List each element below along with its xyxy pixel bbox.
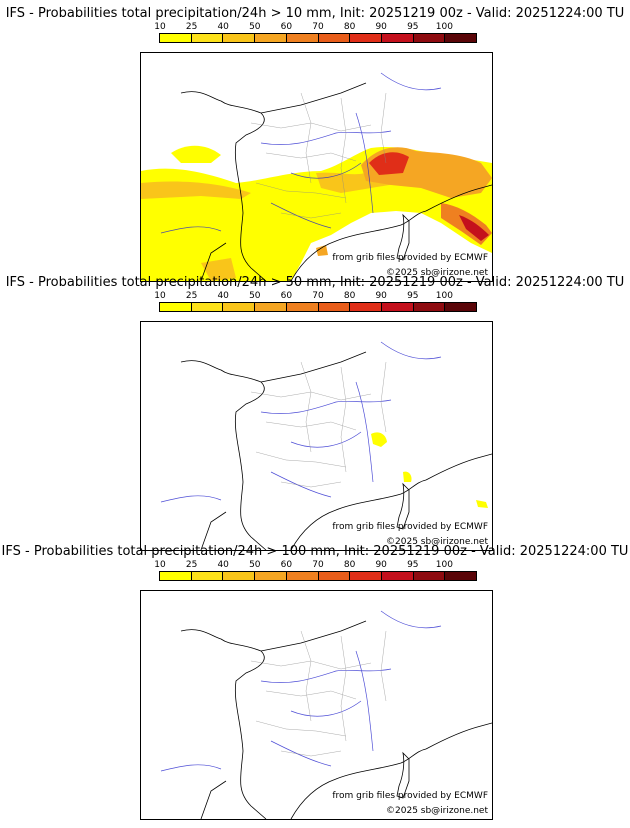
panel-title: IFS - Probabilities total precipitation/…: [5, 6, 625, 21]
colorbar-segment: [255, 572, 287, 580]
map-france: from grib files provided by ECMWF ©2025 …: [140, 321, 493, 551]
colorbar-segment: [286, 34, 319, 42]
source-credit: from grib files provided by ECMWF: [332, 791, 488, 801]
copyright: ©2025 sb@irizone.net: [386, 806, 488, 816]
colorbar-tick-label: 25: [185, 291, 198, 301]
colorbar-tick-label: 40: [217, 291, 229, 301]
colorbar-segment: [318, 303, 351, 311]
colorbar-tick-label: 70: [312, 22, 324, 32]
colorbar-segment: [445, 303, 477, 311]
colorbar-ticks: 10 25 40 50 60 70 80 90 95 100: [154, 560, 477, 570]
panel-title: IFS - Probabilities total precipitation/…: [1, 544, 629, 559]
colorbar-bar: [159, 571, 477, 581]
colorbar-tick-label: 50: [249, 560, 261, 570]
borders: [250, 361, 387, 488]
colorbar-segment: [191, 34, 224, 42]
copyright: ©2025 sb@irizone.net: [386, 268, 488, 278]
colorbar-segment: [286, 303, 319, 311]
colorbar-tick-label: 95: [407, 22, 419, 32]
colorbar-segment: [255, 34, 287, 42]
colorbar-segment: [191, 303, 224, 311]
map-france: from grib files provided by ECMWF ©2025 …: [140, 52, 493, 282]
colorbar-tick-label: 25: [185, 560, 198, 570]
colorbar-tick-label: 95: [407, 560, 419, 570]
rivers: [160, 72, 442, 234]
colorbar-tick-label: 60: [280, 560, 293, 570]
colorbar-tick-label: 80: [343, 22, 356, 32]
colorbar: 10 25 40 50 60 70 80 90 95 100: [154, 291, 477, 313]
precip-map: [160, 610, 492, 819]
colorbar-tick-label: 10: [154, 22, 166, 32]
colorbar-bar: [159, 33, 477, 43]
colorbar-segment: [255, 303, 287, 311]
colorbar-ticks: 10 25 40 50 60 70 80 90 95 100: [154, 22, 477, 32]
colorbar-tick-label: 95: [407, 291, 419, 301]
source-credit: from grib files provided by ECMWF: [332, 253, 488, 263]
copyright: ©2025 sb@irizone.net: [386, 537, 488, 547]
probability-shading: [141, 145, 492, 281]
colorbar-tick-label: 50: [249, 291, 261, 301]
panel-50mm: IFS - Probabilities total precipitation/…: [0, 275, 630, 551]
colorbar-tick-label: 90: [375, 291, 387, 301]
colorbar-bar: [159, 302, 477, 312]
borders: [250, 630, 387, 757]
panel-100mm: IFS - Probabilities total precipitation/…: [0, 544, 630, 820]
colorbar-tick-label: 80: [343, 560, 356, 570]
colorbar-tick-label: 60: [280, 22, 293, 32]
colorbar-tick-label: 90: [375, 560, 387, 570]
colorbar-segment: [318, 572, 351, 580]
colorbar-tick-label: 50: [249, 22, 261, 32]
colorbar-segment: [413, 303, 446, 311]
colorbar: 10 25 40 50 60 70 80 90 95 100: [154, 22, 477, 44]
colorbar-segment: [223, 34, 256, 42]
colorbar-tick-label: 80: [343, 291, 356, 301]
precip-map: [160, 341, 492, 550]
panel-title: IFS - Probabilities total precipitation/…: [5, 275, 625, 290]
colorbar-segment: [381, 303, 414, 311]
colorbar-segment: [191, 572, 224, 580]
colorbar-tick-label: 10: [154, 560, 166, 570]
colorbar-tick-label: 100: [435, 22, 453, 32]
colorbar-tick-label: 100: [435, 291, 453, 301]
colorbar-tick-label: 40: [217, 560, 229, 570]
precip-map: [141, 72, 492, 281]
colorbar-segment: [160, 303, 192, 311]
borders: [250, 92, 387, 219]
colorbar-segment: [413, 34, 446, 42]
colorbar-segment: [160, 34, 192, 42]
colorbar-tick-label: 40: [217, 22, 229, 32]
source-credit: from grib files provided by ECMWF: [332, 522, 488, 532]
colorbar-tick-label: 60: [280, 291, 293, 301]
colorbar-segment: [381, 34, 414, 42]
coastlines: [180, 620, 492, 819]
colorbar-segment: [445, 34, 477, 42]
map-france: from grib files provided by ECMWF ©2025 …: [140, 590, 493, 820]
rivers: [160, 610, 442, 772]
rivers: [160, 341, 442, 503]
colorbar-segment: [223, 572, 256, 580]
colorbar-segment: [223, 303, 256, 311]
colorbar-tick-label: 25: [185, 22, 198, 32]
colorbar-segment: [286, 572, 319, 580]
colorbar-segment: [350, 303, 382, 311]
colorbar-tick-label: 90: [375, 22, 387, 32]
colorbar-ticks: 10 25 40 50 60 70 80 90 95 100: [154, 291, 477, 301]
colorbar-segment: [413, 572, 446, 580]
colorbar-tick-label: 70: [312, 560, 324, 570]
colorbar-segment: [350, 34, 382, 42]
colorbar-segment: [350, 572, 382, 580]
colorbar-segment: [160, 572, 192, 580]
probability-shading: [371, 432, 488, 508]
colorbar-segment: [381, 572, 414, 580]
coastlines: [180, 82, 492, 281]
panel-10mm: IFS - Probabilities total precipitation/…: [0, 6, 630, 282]
colorbar-tick-label: 70: [312, 291, 324, 301]
colorbar-tick-label: 100: [435, 560, 453, 570]
coastlines: [180, 351, 492, 550]
colorbar-segment: [318, 34, 351, 42]
colorbar-tick-label: 10: [154, 291, 166, 301]
colorbar-segment: [445, 572, 477, 580]
colorbar: 10 25 40 50 60 70 80 90 95 100: [154, 560, 477, 582]
